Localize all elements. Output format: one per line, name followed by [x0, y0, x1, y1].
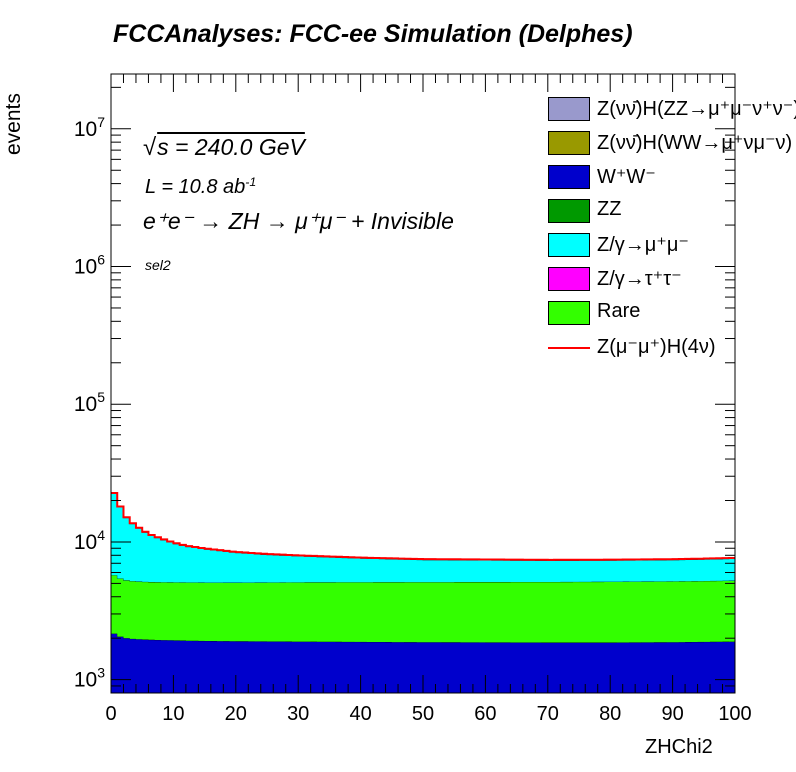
legend-label: Z(μ⁻μ⁺)H(4ν) [597, 336, 716, 358]
y-axis-label: events [2, 93, 25, 155]
sqrt-symbol: √ [143, 134, 157, 161]
selection-annotation: sel2 [145, 257, 171, 273]
legend-line-swatch [548, 347, 590, 349]
stack-group [111, 492, 735, 693]
lumi-annotation: L = 10.8 ab-1 [145, 176, 256, 199]
legend-color-swatch [548, 301, 590, 325]
y-tick-label: 107 [74, 114, 105, 141]
energy-text: s = 240.0 GeV [157, 134, 305, 160]
y-tick-label: 103 [74, 665, 105, 692]
legend-entry: Rare [548, 298, 796, 332]
legend: Z(νν̄)H(ZZ→μ⁺μ⁻ν⁺ν⁻) Z(νν̄)H(WW→μ⁺νμ⁻ν) W⁺… [548, 94, 796, 366]
legend-color-swatch [548, 97, 590, 121]
plot-title: FCCAnalyses: FCC-ee Simulation (Delphes) [113, 20, 633, 48]
y-tick-label: 106 [74, 252, 105, 279]
legend-label: Z(νν̄)H(WW→μ⁺νμ⁻ν) [597, 132, 793, 154]
legend-entry: Z(μ⁻μ⁺)H(4ν) [548, 332, 796, 366]
signal-line [111, 492, 735, 561]
legend-label: Z/γ→μ⁺μ⁻ [597, 234, 689, 256]
x-tick-label: 80 [599, 703, 621, 725]
legend-label: Z/γ→τ⁺τ⁻ [597, 268, 682, 290]
x-tick-label: 30 [287, 703, 309, 725]
x-tick-label: 20 [225, 703, 247, 725]
x-tick-label: 0 [105, 703, 116, 725]
x-tick-label: 40 [349, 703, 371, 725]
y-tick-label: 105 [74, 389, 105, 416]
legend-label: W⁺W⁻ [597, 166, 656, 188]
y-tick-label: 104 [74, 527, 105, 554]
legend-label: Rare [597, 300, 641, 322]
legend-color-swatch [548, 233, 590, 257]
series-area-3 [111, 493, 735, 583]
energy-annotation: √s = 240.0 GeV [143, 134, 305, 162]
x-axis-label: ZHChi2 [645, 736, 713, 758]
x-tick-label: 100 [718, 703, 751, 725]
lumi-exponent: -1 [245, 175, 257, 190]
x-tick-label: 70 [537, 703, 559, 725]
legend-entry: Z(νν̄)H(ZZ→μ⁺μ⁻ν⁺ν⁻) [548, 94, 796, 128]
legend-entry: W⁺W⁻ [548, 162, 796, 196]
legend-color-swatch [548, 131, 590, 155]
legend-color-swatch [548, 199, 590, 223]
series-area-2 [111, 575, 735, 643]
series-area-1 [111, 633, 735, 693]
x-tick-label: 60 [474, 703, 496, 725]
x-tick-label: 90 [661, 703, 683, 725]
legend-entry: Z/γ→μ⁺μ⁻ [548, 230, 796, 264]
legend-entry: ZZ [548, 196, 796, 230]
legend-label: Z(νν̄)H(ZZ→μ⁺μ⁻ν⁺ν⁻) [597, 98, 796, 120]
legend-entry: Z/γ→τ⁺τ⁻ [548, 264, 796, 298]
x-tick-label: 10 [162, 703, 184, 725]
lumi-text: L = 10.8 ab [145, 176, 246, 198]
x-tick-label: 50 [412, 703, 434, 725]
legend-color-swatch [548, 267, 590, 291]
process-annotation: e⁺e⁻ → ZH → μ⁺μ⁻ + Invisible [143, 208, 454, 234]
legend-entry: Z(νν̄)H(WW→μ⁺νμ⁻ν) [548, 128, 796, 162]
legend-color-swatch [548, 165, 590, 189]
legend-label: ZZ [597, 198, 622, 220]
